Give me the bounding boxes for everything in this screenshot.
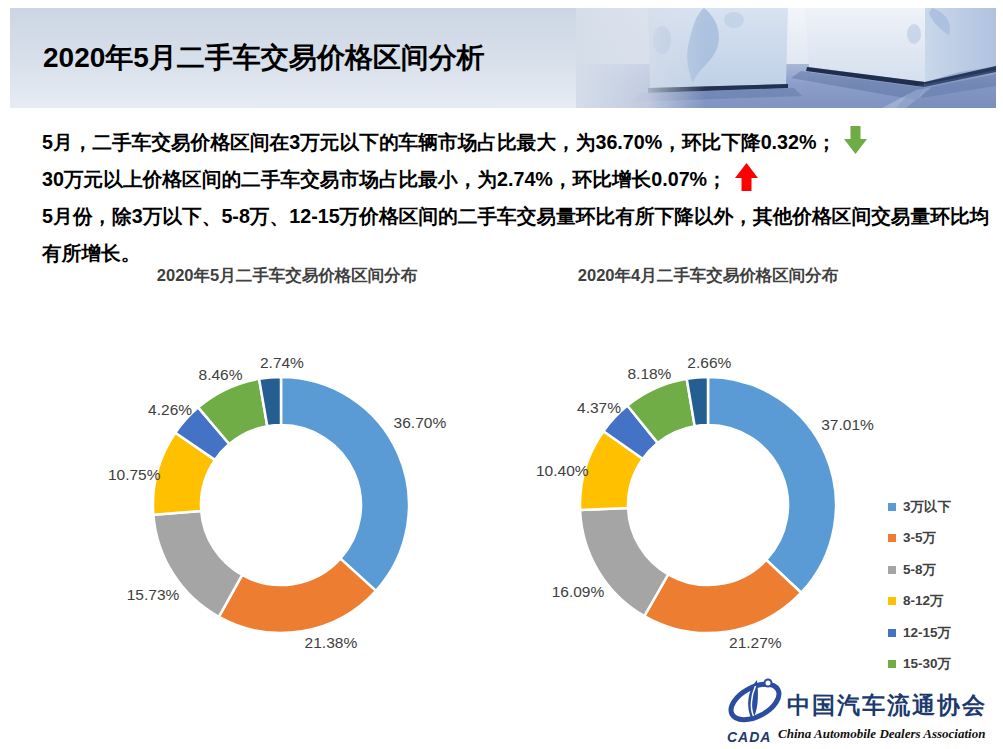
legend-label: 3-5万 <box>903 529 936 547</box>
slice-label: 8.46% <box>199 366 243 383</box>
legend-item: 3万以下 <box>888 491 951 523</box>
legend-swatch <box>888 597 896 605</box>
legend-label: 12-15万 <box>903 624 951 642</box>
slice-label: 2.66% <box>687 354 731 371</box>
slice-label: 10.75% <box>108 466 161 483</box>
summary-text: 5月，二手车交易价格区间在3万元以下的车辆市场占比最大，为36.70%，环比下降… <box>42 124 1002 272</box>
slice-label: 10.40% <box>536 462 589 479</box>
header-cubes-art <box>576 8 996 108</box>
slice-label: 36.70% <box>394 414 447 431</box>
legend-swatch <box>888 566 896 574</box>
legend-label: 3万以下 <box>903 498 951 516</box>
donut-slice <box>580 508 668 616</box>
legend-item: 12-15万 <box>888 617 951 649</box>
donut-slice <box>708 377 836 593</box>
legend-item: 8-12万 <box>888 586 951 618</box>
slice-label: 4.26% <box>148 401 192 418</box>
legend-label: 5-8万 <box>903 561 936 579</box>
donut-slice <box>219 559 376 633</box>
page-title: 2020年5月二手车交易价格区间分析 <box>43 39 485 77</box>
slice-label: 21.38% <box>305 634 358 651</box>
slice-label: 15.73% <box>127 586 180 603</box>
summary-line-3: 5月份，除3万以下、5-8万、12-15万价格区间的二手车交易量环比有所下降以外… <box>42 198 1002 235</box>
legend-swatch <box>888 660 896 668</box>
donut-chart-april: 37.01% 21.27% 16.09% 10.40% 4.37% 8.18% 2.66% <box>508 340 908 670</box>
up-arrow-icon <box>735 163 758 191</box>
slice-label: 4.37% <box>577 399 621 416</box>
cada-acronym: CADA <box>727 729 771 745</box>
slice-label: 21.27% <box>729 634 782 651</box>
legend-swatch <box>888 629 896 637</box>
legend-item: 3-5万 <box>888 523 951 555</box>
legend-label: 8-12万 <box>903 592 944 610</box>
summary-line-1: 5月，二手车交易价格区间在3万元以下的车辆市场占比最大，为36.70%，环比下降… <box>42 124 1002 161</box>
slice-label: 2.74% <box>260 354 304 371</box>
donut-chart-may: 36.70% 21.38% 15.73% 10.75% 4.26% 8.46% 2.74% <box>81 340 493 670</box>
slice-label: 16.09% <box>552 583 605 600</box>
donut-slice <box>281 377 409 591</box>
legend-swatch <box>888 534 896 542</box>
chart-title-may: 2020年5月二手车交易价格区间分布 <box>81 265 493 287</box>
legend-label: 15-30万 <box>903 655 951 673</box>
chart-legend: 3万以下 3-5万 5-8万 8-12万 12-15万 15-30万 <box>888 491 951 680</box>
slice-label: 8.18% <box>627 365 671 382</box>
legend-swatch <box>888 503 896 511</box>
logo-name-chinese: 中国汽车流通协会 <box>787 690 987 721</box>
down-arrow-icon <box>844 126 867 154</box>
summary-line-2: 30万元以上价格区间的二手车交易市场占比最小，为2.74%，环比增长0.07%； <box>42 161 1002 198</box>
logo-name-english: China Automobile Dealers Association <box>778 726 985 742</box>
donut-slice <box>644 560 801 633</box>
footer-logo: CADA 中国汽车流通协会 China Automobile Dealers A… <box>720 676 1003 749</box>
header-banner: 2020年5月二手车交易价格区间分析 <box>10 8 996 108</box>
legend-item: 5-8万 <box>888 554 951 586</box>
slice-label: 37.01% <box>821 416 874 433</box>
chart-title-april: 2020年4月二手车交易价格区间分布 <box>508 265 908 287</box>
